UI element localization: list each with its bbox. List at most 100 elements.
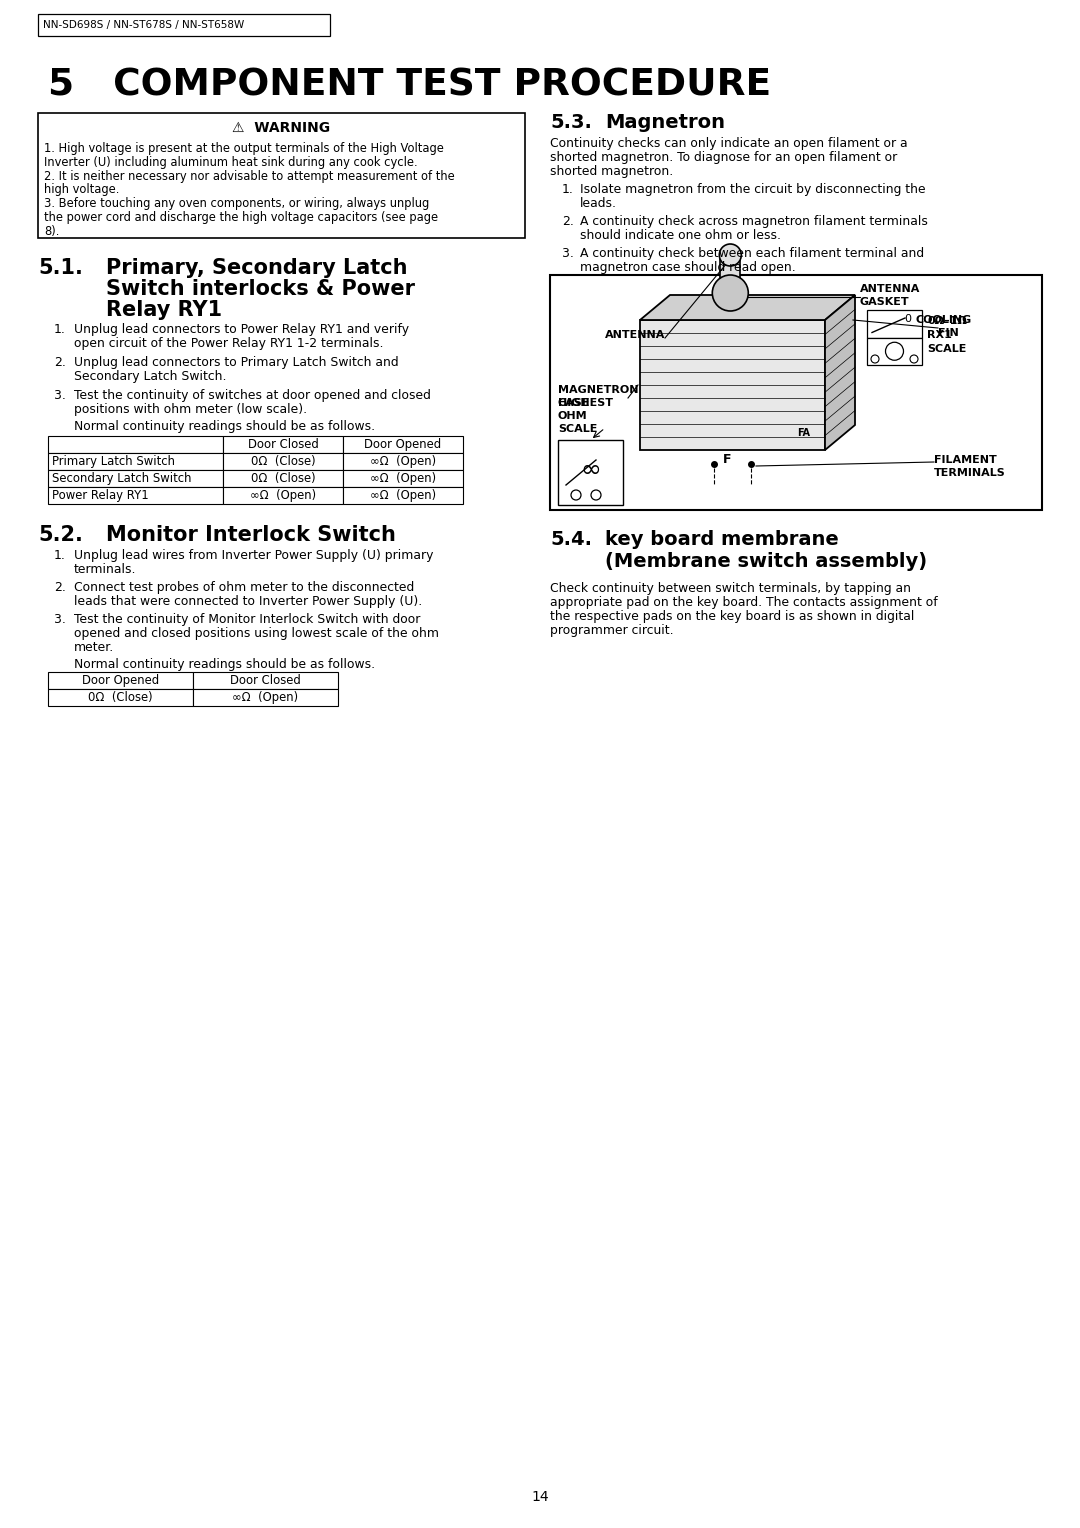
Text: (Membrane switch assembly): (Membrane switch assembly) [605, 552, 927, 571]
Circle shape [713, 275, 748, 312]
Text: ⚠  WARNING: ⚠ WARNING [232, 121, 330, 134]
Bar [193, 689, 338, 706]
Text: ∞Ω  (Open): ∞Ω (Open) [370, 472, 436, 484]
Circle shape [910, 354, 918, 364]
Text: 0Ω  (Close): 0Ω (Close) [251, 472, 315, 484]
Text: TERMINALS: TERMINALS [934, 468, 1005, 478]
Text: RX1: RX1 [927, 330, 951, 341]
Text: terminals.: terminals. [75, 562, 136, 576]
Text: Check continuity between switch terminals, by tapping an: Check continuity between switch terminal… [550, 582, 912, 594]
Circle shape [591, 490, 600, 500]
Text: 5.3.: 5.3. [550, 113, 592, 131]
Bar [48, 487, 222, 504]
Text: appropriate pad on the key board. The contacts assignment of: appropriate pad on the key board. The co… [550, 596, 937, 610]
Text: 5   COMPONENT TEST PROCEDURE: 5 COMPONENT TEST PROCEDURE [48, 69, 771, 104]
Text: ∞: ∞ [580, 458, 600, 481]
Text: Door Opened: Door Opened [82, 674, 159, 688]
Text: leads.: leads. [580, 197, 617, 209]
Text: Door Opened: Door Opened [364, 439, 442, 451]
Bar [640, 319, 825, 451]
Text: 3. Before touching any oven components, or wiring, always unplug: 3. Before touching any oven components, … [44, 197, 429, 211]
Circle shape [870, 354, 879, 364]
Text: the power cord and discharge the high voltage capacitors (see page: the power cord and discharge the high vo… [44, 211, 438, 225]
Text: shorted magnetron.: shorted magnetron. [550, 165, 673, 177]
Bar [48, 672, 193, 689]
Text: ∞Ω  (Open): ∞Ω (Open) [370, 455, 436, 468]
Bar [343, 487, 463, 504]
Text: 0Ω  (Close): 0Ω (Close) [89, 691, 152, 704]
Text: Unplug lead connectors to Primary Latch Switch and: Unplug lead connectors to Primary Latch … [75, 356, 399, 368]
Bar [38, 113, 525, 238]
Text: A continuity check across magnetron filament terminals: A continuity check across magnetron fila… [580, 215, 928, 228]
Text: Door Closed: Door Closed [247, 439, 319, 451]
Text: OHM: OHM [558, 411, 588, 422]
Text: Connect test probes of ohm meter to the disconnected: Connect test probes of ohm meter to the … [75, 581, 415, 594]
Text: high voltage.: high voltage. [44, 183, 120, 197]
Text: 2. It is neither necessary nor advisable to attempt measurement of the: 2. It is neither necessary nor advisable… [44, 170, 455, 183]
Text: ∞Ω  (Open): ∞Ω (Open) [232, 691, 298, 704]
Text: meter.: meter. [75, 642, 114, 654]
Bar [48, 689, 193, 706]
Text: 2.: 2. [54, 356, 66, 368]
Text: A continuity check between each filament terminal and: A continuity check between each filament… [580, 248, 924, 260]
Text: 3.: 3. [54, 613, 66, 626]
Text: FILAMENT: FILAMENT [934, 455, 997, 465]
Text: 8).: 8). [44, 225, 59, 238]
Bar [343, 452, 463, 471]
Text: Monitor Interlock Switch: Monitor Interlock Switch [106, 526, 396, 545]
Text: 0Ω  (Close): 0Ω (Close) [251, 455, 315, 468]
Text: 14: 14 [531, 1490, 549, 1504]
Text: open circuit of the Power Relay RY1 1-2 terminals.: open circuit of the Power Relay RY1 1-2 … [75, 338, 383, 350]
Text: magnetron case should read open.: magnetron case should read open. [580, 261, 796, 274]
Text: MAGNETRON: MAGNETRON [558, 385, 638, 396]
Text: Power Relay RY1: Power Relay RY1 [52, 489, 149, 503]
Bar [222, 452, 343, 471]
Text: 1.: 1. [54, 322, 66, 336]
Text: 1.: 1. [54, 549, 66, 562]
Text: Test the continuity of Monitor Interlock Switch with door: Test the continuity of Monitor Interlock… [75, 613, 420, 626]
Bar [222, 487, 343, 504]
Bar [343, 435, 463, 452]
Text: GASKET: GASKET [860, 296, 909, 307]
Text: shorted magnetron. To diagnose for an open filament or: shorted magnetron. To diagnose for an op… [550, 151, 897, 163]
Text: F: F [724, 452, 732, 466]
Text: positions with ohm meter (low scale).: positions with ohm meter (low scale). [75, 403, 307, 416]
Text: Magnetron: Magnetron [605, 113, 725, 131]
Text: Continuity checks can only indicate an open filament or a: Continuity checks can only indicate an o… [550, 138, 907, 150]
Text: Secondary Latch Switch.: Secondary Latch Switch. [75, 370, 227, 384]
Text: opened and closed positions using lowest scale of the ohm: opened and closed positions using lowest… [75, 626, 438, 640]
Bar [48, 471, 222, 487]
Text: Primary Latch Switch: Primary Latch Switch [52, 455, 175, 468]
Text: ∞Ω  (Open): ∞Ω (Open) [249, 489, 316, 503]
Text: 0: 0 [905, 313, 912, 324]
Circle shape [886, 342, 904, 361]
Text: 5.1.: 5.1. [38, 258, 83, 278]
Text: ANTENNA: ANTENNA [860, 284, 920, 293]
Text: Relay RY1: Relay RY1 [106, 299, 222, 319]
Text: Primary, Secondary Latch: Primary, Secondary Latch [106, 258, 407, 278]
Bar [48, 452, 222, 471]
Text: Test the continuity of switches at door opened and closed: Test the continuity of switches at door … [75, 390, 431, 402]
Text: Secondary Latch Switch: Secondary Latch Switch [52, 472, 191, 484]
Text: 5.2.: 5.2. [38, 526, 83, 545]
Text: Isolate magnetron from the circuit by disconnecting the: Isolate magnetron from the circuit by di… [580, 183, 926, 196]
Text: Unplug lead wires from Inverter Power Supply (U) primary: Unplug lead wires from Inverter Power Su… [75, 549, 433, 562]
Bar [550, 275, 1042, 510]
Text: Unplug lead connectors to Power Relay RY1 and verify: Unplug lead connectors to Power Relay RY… [75, 322, 409, 336]
Text: 1. High voltage is present at the output terminals of the High Voltage: 1. High voltage is present at the output… [44, 142, 444, 154]
Text: Normal continuity readings should be as follows.: Normal continuity readings should be as … [75, 659, 375, 671]
Text: 2.: 2. [54, 581, 66, 594]
Text: programmer circuit.: programmer circuit. [550, 623, 674, 637]
Text: ∞Ω  (Open): ∞Ω (Open) [370, 489, 436, 503]
Text: SCALE: SCALE [927, 344, 967, 354]
Polygon shape [640, 295, 855, 319]
Text: 0Ω–1Ω: 0Ω–1Ω [927, 316, 967, 325]
Bar [48, 435, 222, 452]
Text: FA: FA [797, 428, 810, 439]
Bar [720, 257, 740, 295]
Text: key board membrane: key board membrane [605, 530, 839, 549]
Bar [38, 14, 330, 37]
Text: SCALE: SCALE [558, 423, 597, 434]
Bar [558, 440, 623, 504]
Text: 1.: 1. [562, 183, 573, 196]
